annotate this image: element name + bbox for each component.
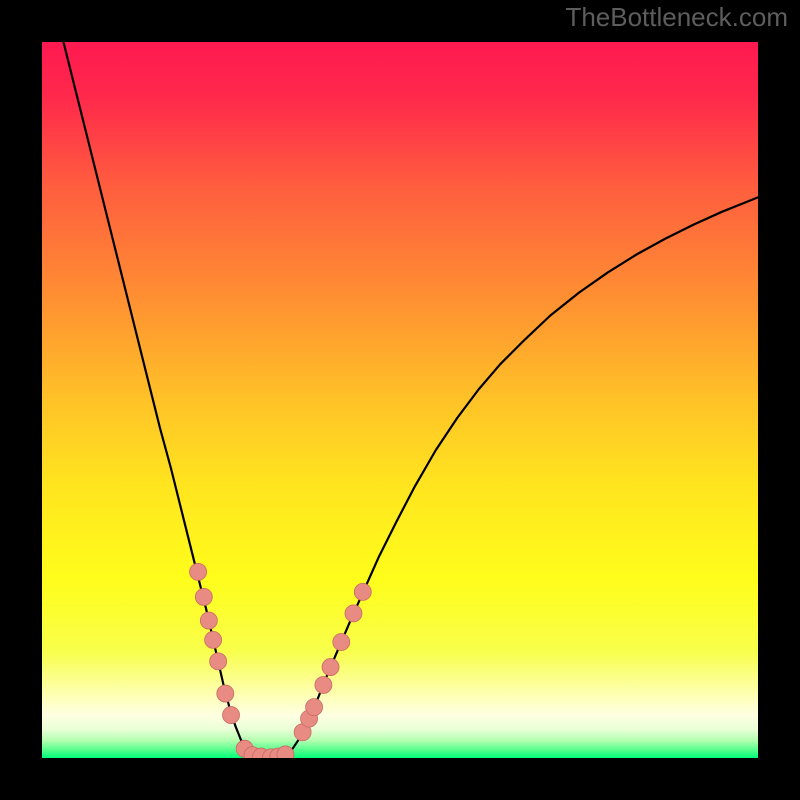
data-marker: [322, 659, 339, 676]
watermark-text: TheBottleneck.com: [565, 2, 788, 33]
data-marker: [223, 707, 240, 724]
data-marker: [205, 631, 222, 648]
plot-svg: [42, 42, 758, 758]
plot-area: [42, 42, 758, 758]
data-marker: [200, 612, 217, 629]
data-marker: [195, 588, 212, 605]
data-marker: [315, 676, 332, 693]
gradient-background: [42, 42, 758, 758]
data-marker: [354, 583, 371, 600]
data-marker: [210, 653, 227, 670]
data-marker: [190, 563, 207, 580]
data-marker: [345, 605, 362, 622]
data-marker: [217, 685, 234, 702]
data-marker: [333, 634, 350, 651]
data-marker: [306, 699, 323, 716]
